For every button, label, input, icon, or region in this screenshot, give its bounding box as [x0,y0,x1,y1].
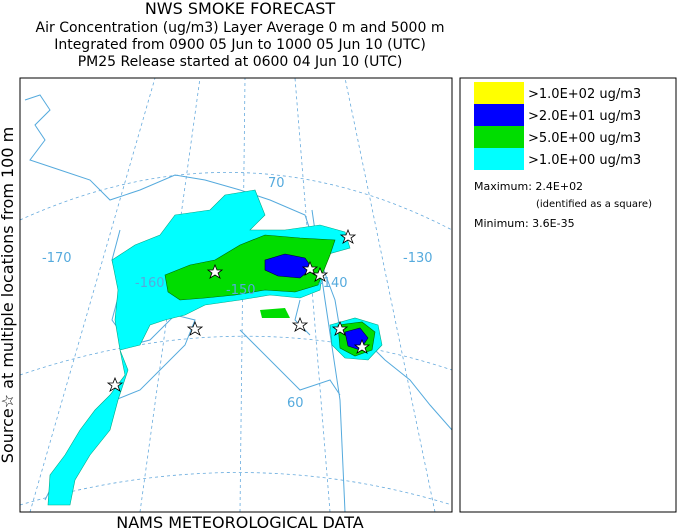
legend-label: >1.0E+00 ug/m3 [528,153,641,168]
lon-label: -130 [403,251,433,266]
map: -170 -160 -150 -140 -130 70 60 [19,77,453,513]
subtitle: Integrated from 0900 05 Jun to 1000 05 J… [54,37,426,53]
legend-frame [459,77,677,513]
lon-label: -170 [42,251,72,266]
lat-label: 60 [287,396,304,411]
lon-label: -150 [226,283,256,298]
legend: Maximum: 2.4E+02 (identified as a square… [459,77,677,513]
side-label: Source☆ at multiple locations from 100 m [0,127,17,463]
lon-label: -140 [318,276,348,291]
subtitle: Air Concentration (ug/m3) Layer Average … [36,20,445,36]
legend-swatch [474,104,524,126]
header: NWS SMOKE FORECAST Air Concentration (ug… [36,0,445,70]
maximum: Maximum: 2.4E+02 [474,180,583,193]
legend-swatch [474,82,524,104]
minimum: Minimum: 3.6E-35 [474,217,575,230]
legend-label: >2.0E+01 ug/m3 [528,109,641,124]
coastline [24,94,452,501]
legend-label: >5.0E+00 ug/m3 [528,131,641,146]
lon-label: -160 [135,276,165,291]
title: NWS SMOKE FORECAST [145,0,336,18]
lat-label: 70 [268,176,285,191]
subtitle: PM25 Release started at 0600 04 Jun 10 (… [78,54,403,70]
map-frame [19,77,453,513]
legend-swatch [474,126,524,148]
legend-swatch [474,148,524,170]
legend-label: >1.0E+02 ug/m3 [528,87,641,102]
maximum-note: (identified as a square) [536,199,652,210]
source-markers [106,228,371,392]
footer: NAMS METEOROLOGICAL DATA [116,513,364,532]
